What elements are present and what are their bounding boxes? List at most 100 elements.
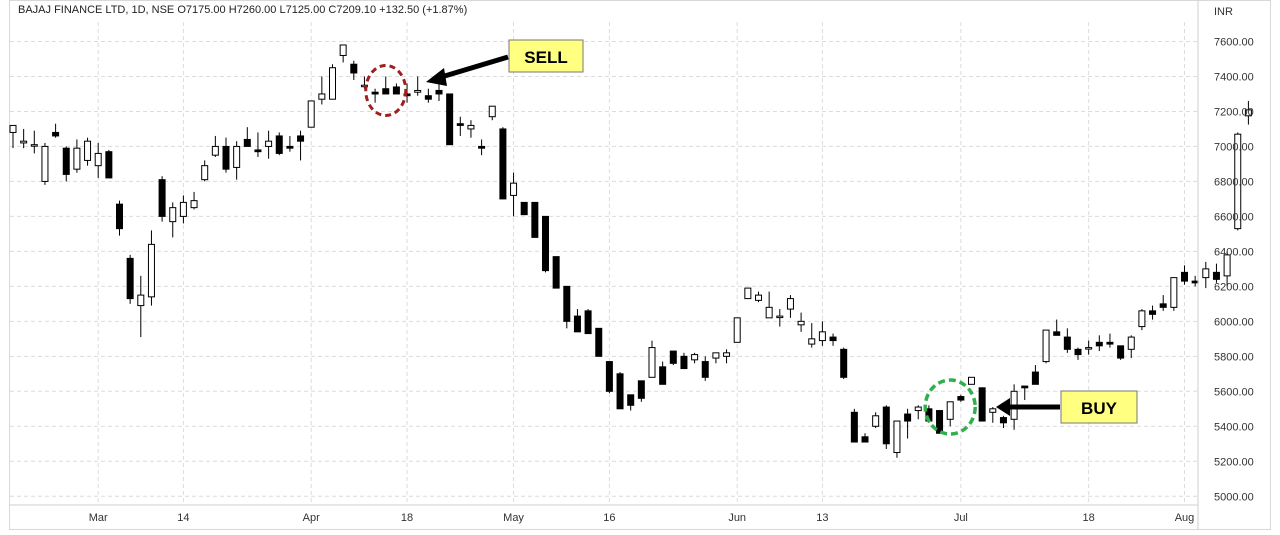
chart-frame <box>9 0 1271 530</box>
candle-body <box>456 123 464 126</box>
y-tick-label: 6200.00 <box>1214 281 1254 293</box>
candle <box>584 309 592 335</box>
candle-body <box>158 179 166 217</box>
candle-body <box>286 145 294 149</box>
candle <box>531 201 539 238</box>
candle-body <box>126 257 134 300</box>
candle-body <box>659 366 667 385</box>
candle <box>1170 277 1178 311</box>
y-tick-label: 6800.00 <box>1214 176 1254 188</box>
candle <box>605 361 613 394</box>
candle-body <box>499 128 507 200</box>
candle <box>1095 335 1103 352</box>
candle-body <box>147 243 155 298</box>
y-tick-label: 5600.00 <box>1214 386 1254 398</box>
candle <box>1138 309 1146 331</box>
candle <box>62 146 70 182</box>
candle-body <box>1170 277 1178 308</box>
candle-body <box>999 417 1007 424</box>
candle <box>318 76 326 105</box>
candle-body <box>893 420 901 454</box>
candle <box>957 394 965 402</box>
candle-body <box>744 287 752 300</box>
candle-body <box>552 256 560 289</box>
candle <box>137 275 145 338</box>
candle <box>201 160 209 182</box>
candle-body <box>936 410 944 434</box>
candle <box>275 132 283 156</box>
candle-body <box>957 396 965 401</box>
candle-body <box>616 373 624 410</box>
candle-body <box>265 140 273 147</box>
candle <box>552 256 560 289</box>
candle-body <box>1244 109 1252 117</box>
candle <box>307 100 315 128</box>
candle <box>371 88 379 103</box>
candle-body <box>41 145 49 182</box>
candle <box>755 291 762 303</box>
candle-layer <box>9 44 1252 458</box>
candle <box>1191 275 1199 287</box>
candle-body <box>701 361 709 378</box>
candle <box>1074 347 1082 360</box>
currency-label: INR <box>1214 6 1233 18</box>
candle-body <box>605 361 613 392</box>
y-tick-label: 7000.00 <box>1214 141 1254 153</box>
candle-body <box>73 147 81 170</box>
candle <box>1106 333 1114 348</box>
candle-body <box>1063 336 1071 350</box>
candle <box>573 309 581 333</box>
candle-body <box>1212 271 1220 280</box>
candle <box>1085 340 1093 355</box>
candle <box>1159 295 1167 311</box>
candle-body <box>797 320 805 326</box>
buy-circle-marker <box>923 378 977 436</box>
candle-body <box>765 306 773 319</box>
candle-body <box>1127 336 1135 350</box>
candle-body <box>424 95 432 100</box>
y-tick-label: 5200.00 <box>1214 456 1254 468</box>
candle <box>723 349 731 364</box>
candle <box>914 405 922 420</box>
candle-body <box>1042 329 1050 363</box>
candle <box>254 132 262 157</box>
candle <box>20 128 28 149</box>
x-tick-label: 18 <box>1083 512 1095 524</box>
candle <box>94 142 102 178</box>
candle <box>840 347 848 380</box>
candle-body <box>1085 347 1093 350</box>
x-tick-label: Jun <box>728 512 746 524</box>
candle-body <box>371 91 379 95</box>
candle-body <box>1191 280 1199 284</box>
candle <box>1212 263 1220 283</box>
candle-body <box>914 406 922 412</box>
candle <box>733 317 741 343</box>
candle-body <box>531 201 539 238</box>
candle-body <box>584 310 592 335</box>
candle-body <box>669 350 677 364</box>
candle <box>1127 335 1135 359</box>
candle <box>265 130 273 159</box>
candle-body <box>30 144 38 147</box>
candle-body <box>723 352 731 357</box>
candle-body <box>318 93 326 100</box>
candle-body <box>105 151 113 179</box>
candle-body <box>233 145 241 168</box>
candle <box>499 127 507 200</box>
candle <box>648 340 656 378</box>
candle-body <box>201 165 209 181</box>
y-tick-label: 7600.00 <box>1214 36 1254 48</box>
candle-body <box>755 294 762 301</box>
candle <box>73 139 81 173</box>
buy-arrow-head <box>996 398 1010 416</box>
candle <box>147 230 155 306</box>
candle <box>41 142 49 185</box>
candle <box>786 295 794 318</box>
candle-body <box>169 207 177 223</box>
x-tick-label: Jul <box>954 512 968 524</box>
grid-layer <box>10 22 1198 505</box>
candle-body <box>350 63 358 74</box>
candle-body <box>1223 254 1231 277</box>
candle-body <box>222 145 230 170</box>
